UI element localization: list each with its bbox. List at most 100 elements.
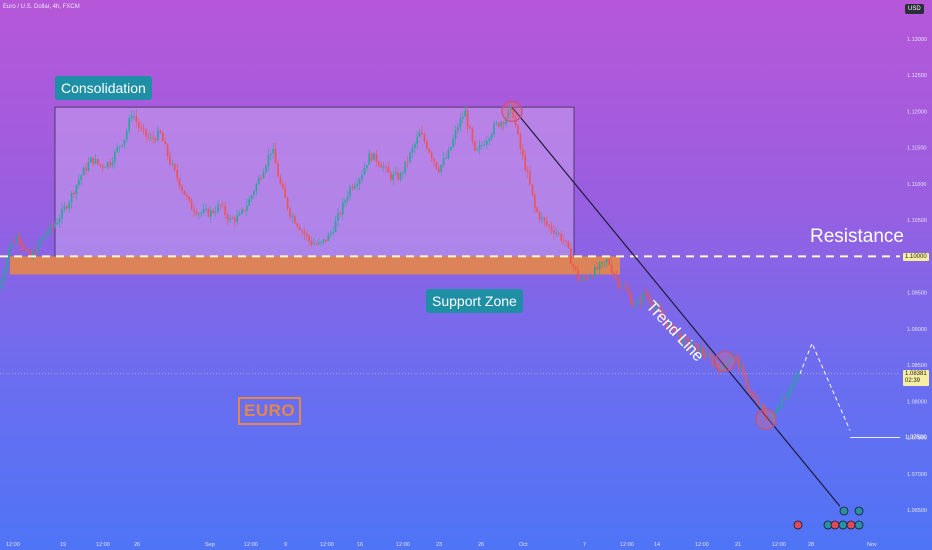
candle-body [536, 207, 538, 212]
candle-body [255, 183, 258, 192]
candle-body [10, 242, 13, 249]
candle-body [399, 173, 402, 180]
candle-body [610, 264, 613, 273]
candle-body [613, 272, 615, 277]
candle-body [260, 177, 262, 179]
candle-body [697, 343, 699, 353]
event-marker [846, 520, 856, 530]
candle-body [378, 161, 380, 165]
candle-body [644, 292, 646, 294]
candle-body [454, 130, 457, 139]
candle-body [562, 240, 565, 242]
candle-body [128, 118, 130, 131]
candle-body [790, 384, 793, 392]
candle-body [222, 205, 224, 207]
candle-body [325, 239, 327, 241]
candle-body [706, 353, 709, 357]
x-tick-label: 28 [808, 542, 814, 548]
candle-body [351, 186, 354, 189]
candle-body [646, 293, 649, 298]
support-zone-label: Support Zone [426, 289, 523, 313]
candle-body [788, 391, 790, 395]
touch-circle [755, 408, 777, 431]
candle-body [649, 297, 651, 303]
x-tick-label: 12:00 [772, 542, 786, 548]
candle-body [236, 215, 238, 222]
candle-body [471, 128, 474, 142]
candle-body [78, 179, 80, 186]
candle-body [558, 233, 560, 235]
candle-body [166, 144, 169, 157]
x-tick-label: 26 [134, 542, 140, 548]
candle-body [656, 306, 658, 308]
candle-body [337, 213, 339, 221]
candle-body [87, 162, 90, 171]
candle-body [68, 202, 70, 209]
x-tick-label: 12:00 [396, 542, 410, 548]
candle-body [310, 241, 313, 245]
candle-body [709, 353, 711, 358]
candle-body [147, 136, 150, 139]
currency-badge[interactable]: USD [905, 4, 924, 14]
candle-body [183, 190, 186, 195]
candle-body [366, 165, 368, 169]
candle-body [409, 152, 411, 162]
candle-body [109, 161, 111, 166]
candle-body [135, 116, 138, 122]
candle-body [531, 184, 534, 195]
candle-body [73, 192, 75, 195]
candle-body [277, 163, 279, 177]
candle-body [642, 292, 644, 303]
y-tick-label: 1.09000 [907, 327, 927, 333]
projection-path [799, 342, 851, 431]
candle-body [205, 209, 207, 210]
y-tick-label: 1.12000 [907, 109, 927, 115]
candle-body [404, 161, 406, 173]
candle-body [80, 175, 82, 180]
x-tick-label: 12:00 [620, 542, 634, 548]
y-tick-label: 1.08000 [907, 399, 927, 405]
candle-body [272, 148, 274, 154]
candle-body [121, 145, 123, 147]
candle-body [466, 110, 469, 127]
candle-body [690, 346, 692, 347]
countdown-value: 02:39 [905, 378, 921, 384]
x-tick-label: 23 [436, 542, 442, 548]
candle-body [25, 249, 27, 251]
candle-body [123, 139, 126, 146]
candle-body [66, 206, 68, 209]
euro-watermark: EURO [238, 397, 302, 425]
candle-body [771, 415, 774, 419]
candle-body [742, 366, 745, 374]
candle-body [152, 137, 154, 139]
candle-body [584, 277, 586, 279]
x-tick-label: 12:00 [244, 542, 258, 548]
candle-body [356, 184, 358, 186]
candle-body [606, 259, 608, 262]
candle-body [416, 137, 418, 144]
candle-body [157, 130, 159, 141]
event-marker [854, 506, 864, 516]
candle-body [8, 248, 10, 259]
candle-body [270, 153, 272, 155]
candle-body [320, 242, 322, 244]
candle-body [678, 333, 680, 335]
candle-body [495, 122, 498, 124]
candle-body [565, 240, 567, 242]
candle-body [793, 380, 795, 385]
candle-body [498, 122, 500, 127]
candle-body [478, 145, 481, 150]
candle-body [289, 208, 291, 217]
candle-body [577, 269, 579, 280]
x-tick-label: 12:00 [695, 542, 709, 548]
candle-body [154, 138, 157, 141]
candle-body [625, 286, 627, 290]
candle-body [459, 118, 462, 128]
candle-body [538, 211, 541, 220]
candle-body [212, 210, 214, 213]
candle-body [142, 128, 145, 130]
candle-body [51, 225, 54, 227]
candle-body [198, 213, 200, 215]
y-tick-label: 1.06500 [907, 508, 927, 514]
